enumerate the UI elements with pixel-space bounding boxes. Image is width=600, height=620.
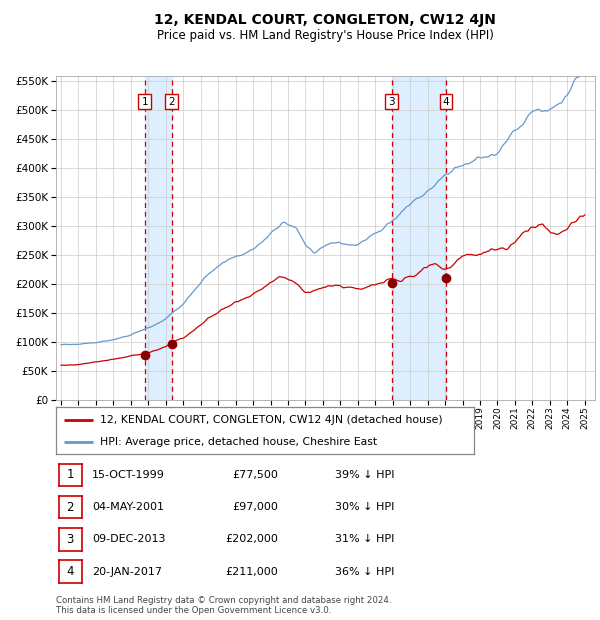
Text: 2: 2 <box>169 97 175 107</box>
Bar <box>392 76 446 400</box>
Text: 1: 1 <box>67 469 74 481</box>
Text: £77,500: £77,500 <box>232 470 278 480</box>
Text: Contains HM Land Registry data © Crown copyright and database right 2024.
This d: Contains HM Land Registry data © Crown c… <box>56 596 391 615</box>
Text: 09-DEC-2013: 09-DEC-2013 <box>92 534 166 544</box>
Text: 31% ↓ HPI: 31% ↓ HPI <box>335 534 394 544</box>
Text: 3: 3 <box>67 533 74 546</box>
Text: £202,000: £202,000 <box>225 534 278 544</box>
Text: 2: 2 <box>67 501 74 513</box>
Text: 1: 1 <box>142 97 148 107</box>
Text: 36% ↓ HPI: 36% ↓ HPI <box>335 567 394 577</box>
Text: 4: 4 <box>67 565 74 578</box>
Text: 20-JAN-2017: 20-JAN-2017 <box>92 567 162 577</box>
Text: 12, KENDAL COURT, CONGLETON, CW12 4JN (detached house): 12, KENDAL COURT, CONGLETON, CW12 4JN (d… <box>100 415 442 425</box>
Text: £97,000: £97,000 <box>232 502 278 512</box>
Text: 3: 3 <box>388 97 395 107</box>
Text: £211,000: £211,000 <box>225 567 278 577</box>
Text: 12, KENDAL COURT, CONGLETON, CW12 4JN: 12, KENDAL COURT, CONGLETON, CW12 4JN <box>154 14 496 27</box>
Text: 4: 4 <box>443 97 449 107</box>
Text: HPI: Average price, detached house, Cheshire East: HPI: Average price, detached house, Ches… <box>100 436 377 447</box>
Text: 39% ↓ HPI: 39% ↓ HPI <box>335 470 394 480</box>
Text: Price paid vs. HM Land Registry's House Price Index (HPI): Price paid vs. HM Land Registry's House … <box>157 30 494 42</box>
Text: 04-MAY-2001: 04-MAY-2001 <box>92 502 164 512</box>
Text: 30% ↓ HPI: 30% ↓ HPI <box>335 502 394 512</box>
Bar <box>145 76 172 400</box>
Text: 15-OCT-1999: 15-OCT-1999 <box>92 470 164 480</box>
